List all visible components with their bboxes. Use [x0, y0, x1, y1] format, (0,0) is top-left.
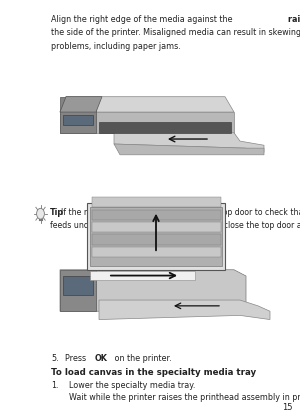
Polygon shape [92, 234, 220, 245]
Polygon shape [114, 133, 264, 152]
Text: Wait while the printer raises the printhead assembly in preparation for printing: Wait while the printer raises the printh… [69, 393, 300, 403]
Polygon shape [60, 270, 246, 311]
Polygon shape [63, 115, 93, 124]
Polygon shape [87, 203, 225, 270]
Polygon shape [92, 210, 220, 220]
Text: 5.: 5. [51, 354, 59, 363]
Polygon shape [60, 97, 234, 112]
Text: problems, including paper jams.: problems, including paper jams. [51, 42, 181, 51]
Polygon shape [60, 112, 234, 133]
Text: the side of the printer. Misaligned media can result in skewing or other printin: the side of the printer. Misaligned medi… [51, 28, 300, 37]
Polygon shape [60, 270, 96, 311]
Text: Lower the specialty media tray.: Lower the specialty media tray. [69, 381, 195, 390]
Text: Align the right edge of the media against the: Align the right edge of the media agains… [51, 15, 235, 24]
Text: raised edge: raised edge [288, 15, 300, 24]
Polygon shape [63, 276, 93, 295]
Polygon shape [60, 97, 96, 133]
Polygon shape [92, 247, 220, 257]
Text: Tip: Tip [50, 208, 64, 217]
Text: 15: 15 [282, 403, 292, 412]
Polygon shape [60, 97, 102, 112]
Text: OK: OK [95, 354, 108, 363]
Polygon shape [99, 122, 231, 133]
Text: To load canvas in the specialty media tray: To load canvas in the specialty media tr… [51, 368, 256, 377]
Text: on the printer.: on the printer. [112, 354, 171, 363]
Text: Press: Press [64, 354, 88, 363]
Polygon shape [92, 222, 220, 232]
Polygon shape [114, 144, 264, 155]
Polygon shape [90, 207, 222, 266]
Polygon shape [90, 271, 195, 280]
Text: If the media is curled, you can open the top door to check that the media: If the media is curled, you can open the… [61, 208, 300, 217]
Circle shape [37, 208, 44, 219]
Polygon shape [92, 197, 220, 208]
Text: 1.: 1. [51, 381, 59, 390]
Polygon shape [99, 300, 270, 320]
Text: feeds under the rollers smoothly. Be sure to close the top door again.: feeds under the rollers smoothly. Be sur… [50, 221, 300, 230]
